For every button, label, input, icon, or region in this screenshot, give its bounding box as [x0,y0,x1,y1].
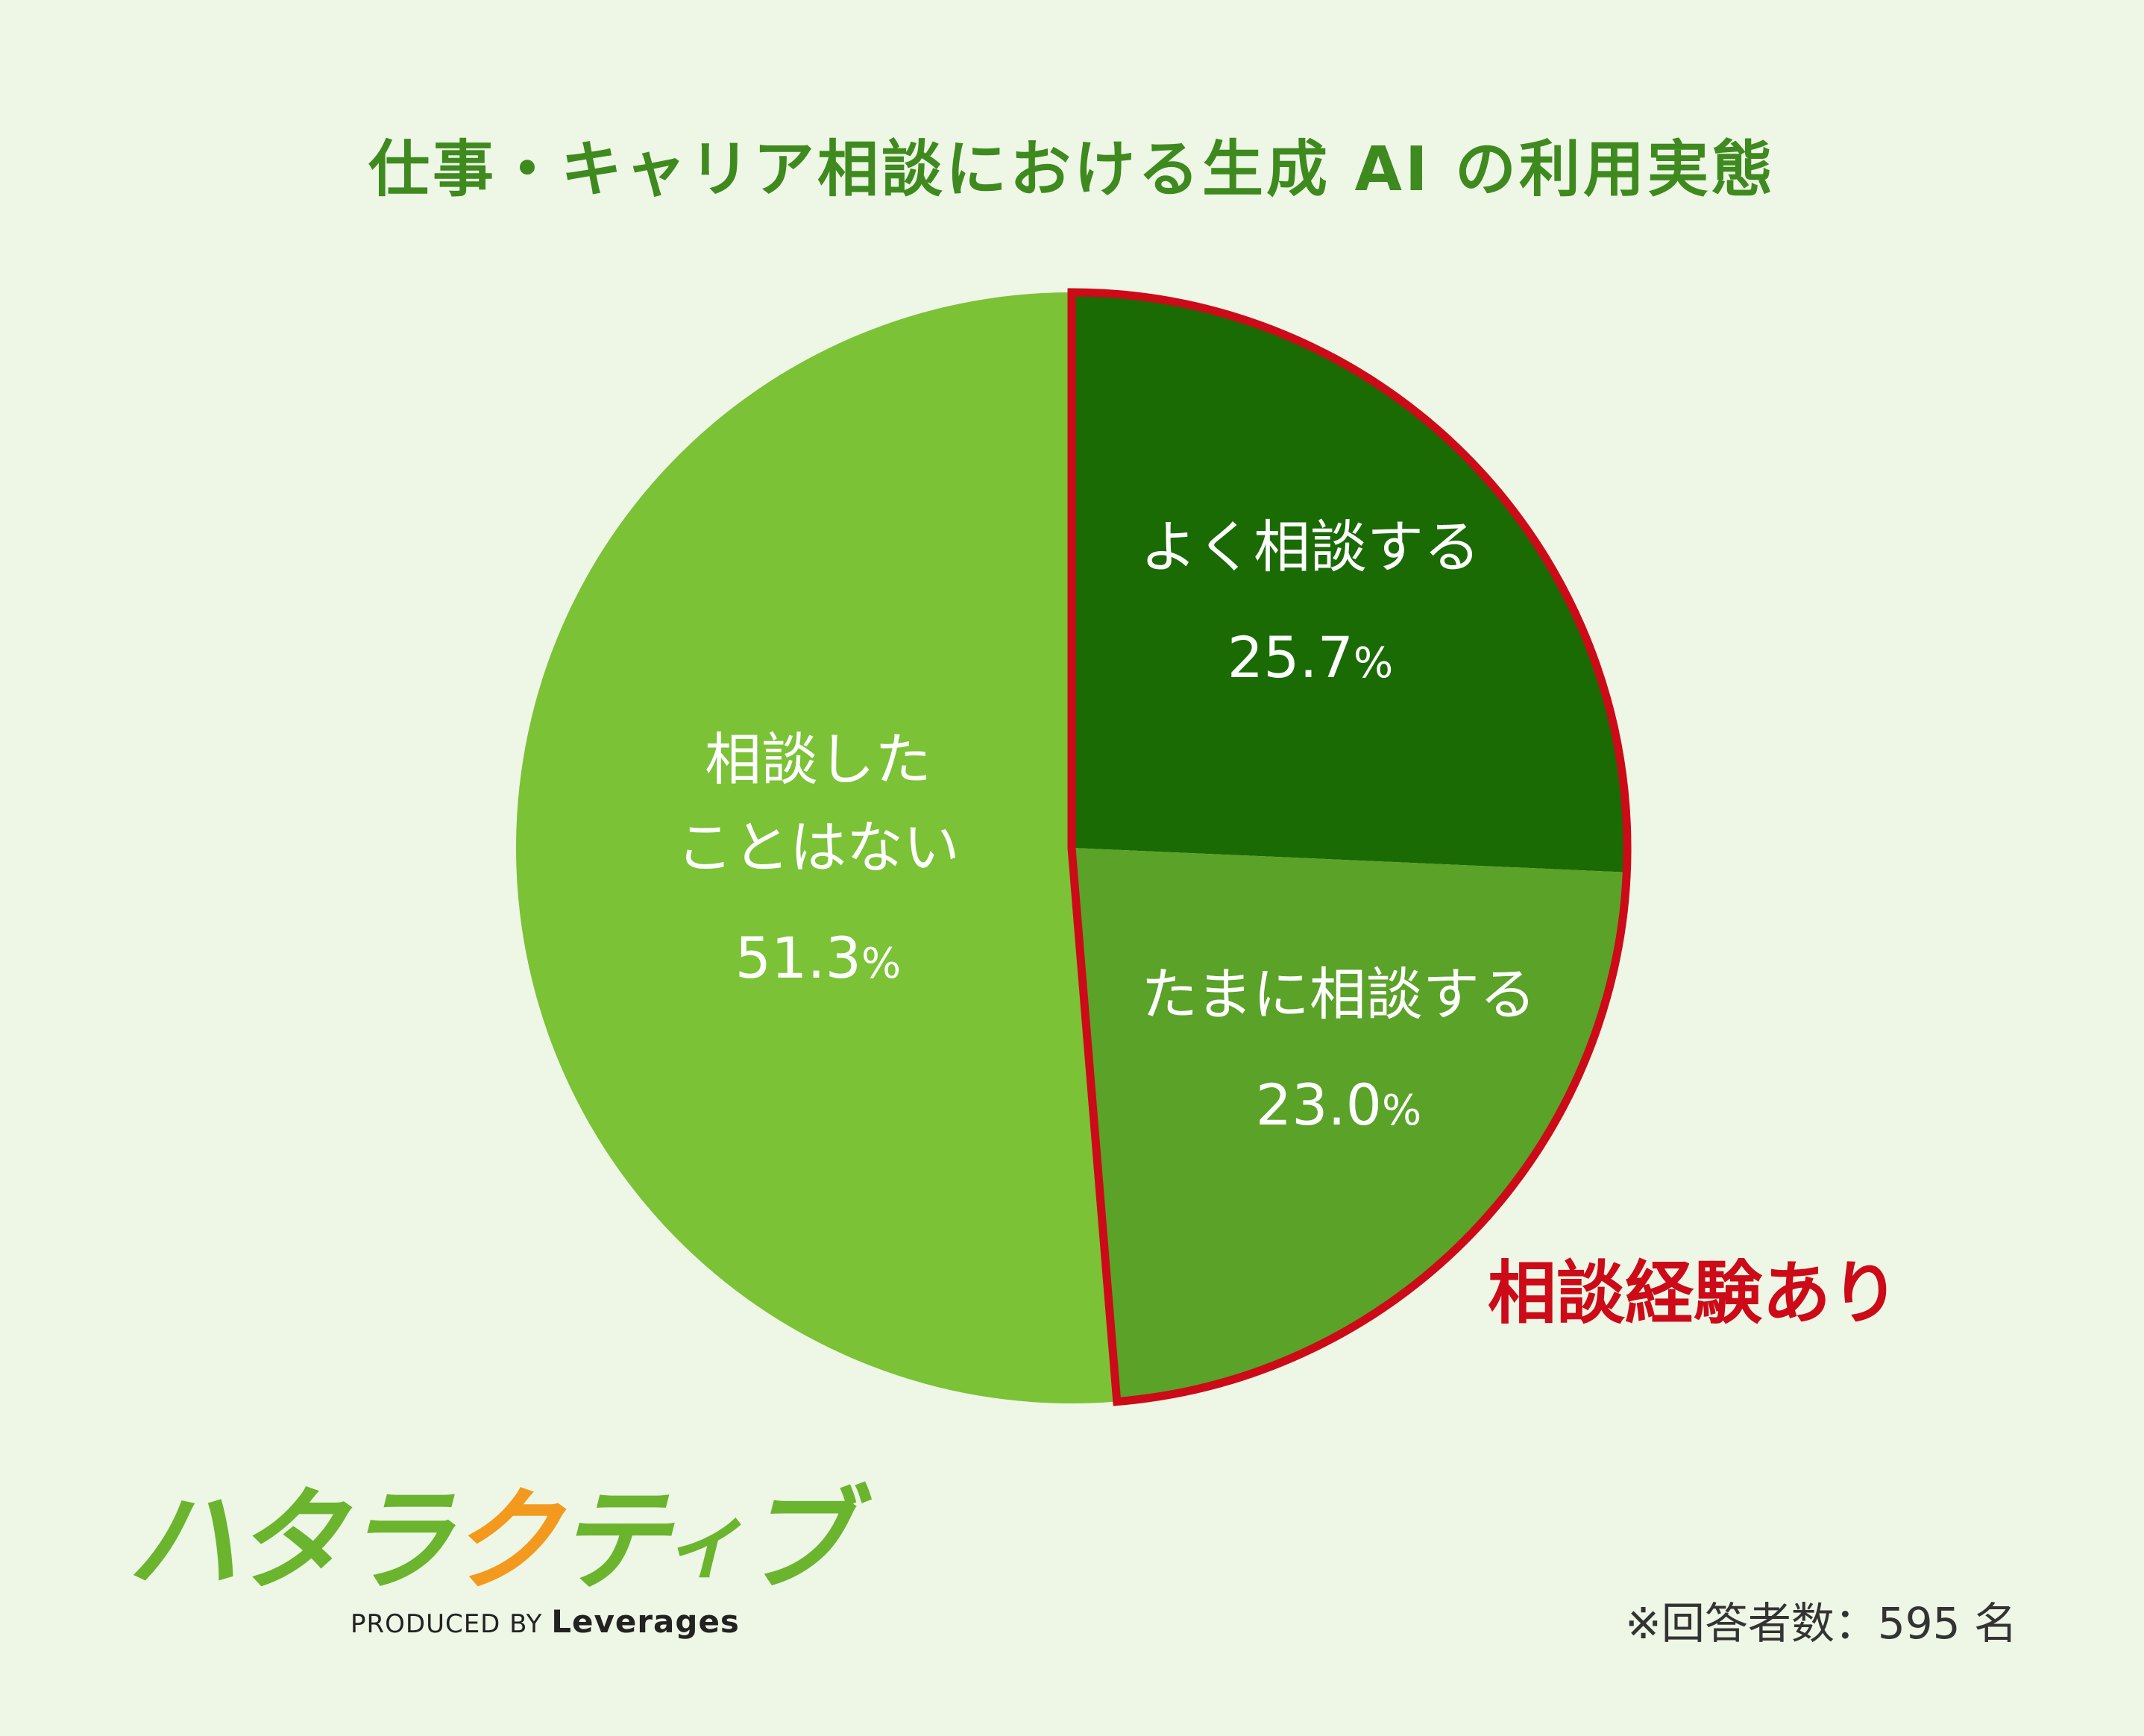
pie-slice-1 [1072,292,1627,872]
slice-label-3-line-2: ことはない [676,814,960,881]
slice-label-2-line-1: たまに相談する [1141,961,1536,1028]
logo-char-3: ラ [342,1476,453,1606]
respondent-count-note: ※回答者数：595 名 [1625,1598,2017,1649]
logo-produced-by: PRODUCED BY Leverages [350,1603,740,1640]
slice-value-2: 23.0% [1256,1072,1421,1138]
logo-char-6: ィ [664,1494,746,1589]
highlight-group-label: 相談経験あり [1488,1254,1900,1333]
logo-char-2: タ [234,1476,346,1606]
leverages-text: Leverages [551,1603,740,1640]
chart-title: 仕事・キャリア相談における生成 AI の利用実態 [368,134,1776,205]
slice-label-3-line-1: 相談した [705,726,931,793]
logo-char-4: ク [449,1476,561,1606]
slice-value-3: 51.3% [735,925,901,991]
slice-label-1-line-1: よく相談する [1140,514,1480,580]
logo-char-7: ブ [741,1476,853,1606]
slice-value-1: 25.7% [1227,624,1393,691]
hataractive-logo: ハタラクティブ [127,1476,853,1606]
pie-slice-2 [1072,848,1627,1402]
logo-char-5: テ [556,1476,668,1606]
produced-by-text: PRODUCED BY [350,1609,543,1639]
highlight-outline [1067,288,1632,1406]
pie-slice-3 [516,292,1117,1403]
logo-char-1: ハ [127,1476,239,1606]
